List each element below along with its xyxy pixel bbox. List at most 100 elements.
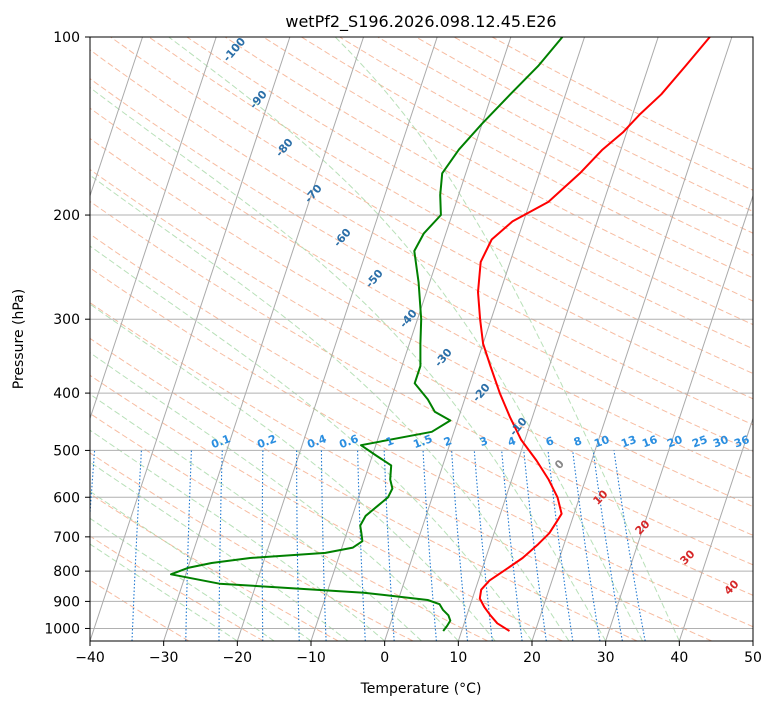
mixing-ratio-label: 20 (665, 433, 684, 451)
dry-adiabat (90, 579, 190, 641)
mixing-ratio-line (185, 450, 192, 641)
mixing-ratio-line (131, 450, 142, 641)
isotherm-label: -40 (397, 307, 420, 331)
chart-title: wetPf2_S196.2026.098.12.45.E26 (285, 12, 556, 32)
isotherms (90, 37, 753, 641)
y-tick-label: 600 (53, 490, 80, 506)
dry-adiabat (90, 78, 753, 452)
dry-adiabats (90, 37, 753, 641)
mixing-ratio-line (501, 450, 523, 641)
mixing-ratio-label: 8 (572, 434, 584, 449)
moist-adiabat (90, 86, 607, 641)
isotherm (752, 639, 753, 641)
isotherm-label: -60 (331, 226, 354, 250)
x-tick-label: 50 (744, 650, 762, 666)
mixing-ratio-label: 1 (384, 434, 396, 449)
x-tick-label: 40 (670, 650, 688, 666)
moist-adiabats (90, 37, 680, 641)
moist-adiabat (90, 543, 238, 641)
isotherm (90, 37, 144, 198)
y-tick-label: 800 (53, 564, 80, 580)
mixing-ratio-label: 0.2 (255, 432, 278, 451)
mixing-ratio-label: 2 (442, 434, 454, 449)
x-tick-label: 30 (597, 650, 615, 666)
mixing-ratio-line (90, 450, 96, 522)
dry-adiabat (90, 302, 712, 641)
isotherm (236, 37, 438, 641)
mixing-ratio-line (383, 450, 395, 641)
mixing-ratio-label: 6 (544, 434, 556, 449)
mixing-ratio-label: 0.6 (337, 432, 360, 451)
x-axis: −40 −30 −20 −10 0 10 20 30 40 50 (75, 641, 762, 666)
moist-adiabat (90, 393, 422, 641)
mixing-ratio-label: 30 (711, 433, 730, 451)
isotherm (605, 194, 753, 641)
dry-adiabat (262, 37, 753, 302)
y-tick-label: 300 (53, 312, 80, 328)
mixing-ratio-line (357, 450, 366, 641)
x-axis-label: Temperature (°C) (360, 681, 482, 697)
dry-adiabat-label: 10 (591, 487, 611, 507)
moist-adiabat (90, 461, 349, 641)
dry-adiabat (90, 137, 753, 508)
mixing-ratio-label: 16 (640, 433, 659, 451)
mixing-ratio-label: 25 (690, 433, 709, 450)
mixing-ratio-line (572, 450, 601, 641)
x-tick-label: 10 (449, 650, 467, 666)
isotherm-label: -50 (363, 267, 386, 291)
mixing-ratio-label: 0.1 (209, 432, 232, 451)
moist-adiabat (90, 490, 312, 641)
mixing-ratio-lines (90, 450, 646, 641)
mixing-ratio-line (547, 450, 574, 641)
dry-adiabat (90, 452, 414, 641)
isotherm-label: -30 (432, 346, 455, 370)
moist-adiabat (90, 245, 533, 641)
mixing-ratio-label: 4 (506, 434, 518, 449)
mixing-ratio-label: 10 (592, 433, 611, 451)
moist-adiabat (90, 174, 570, 641)
temperature-profile (477, 37, 711, 632)
mixing-ratio-label: 1.5 (411, 432, 434, 451)
y-tick-label: 700 (53, 530, 80, 546)
dry-adiabat (186, 37, 753, 350)
dry-adiabat-label: 30 (678, 547, 698, 567)
plot-frame (89, 36, 754, 642)
y-tick-label: 500 (53, 443, 80, 459)
dry-adiabat-label: 20 (633, 517, 653, 537)
dry-adiabat (90, 535, 264, 641)
profiles (170, 37, 711, 632)
dry-adiabat (90, 49, 753, 426)
moist-adiabat (90, 352, 459, 641)
mixing-ratio-line (422, 450, 437, 641)
dry-adiabat (90, 412, 488, 641)
moist-adiabat (334, 37, 680, 641)
dry-adiabat (415, 37, 753, 212)
y-tick-label: 1000 (44, 621, 80, 637)
x-tick-label: −20 (223, 650, 253, 666)
x-tick-label: −40 (75, 650, 105, 666)
mixing-ratio-line (296, 450, 300, 641)
isotherm (310, 37, 512, 641)
mixing-ratio-label: 36 (732, 433, 751, 451)
mixing-ratio-label: 0.4 (305, 432, 328, 451)
isotherm (90, 37, 291, 641)
mixing-ratio-line (592, 450, 623, 641)
isotherm (384, 37, 586, 641)
y-axis-label: Pressure (hPa) (11, 289, 27, 389)
mixing-ratio-line (473, 450, 493, 641)
dry-adiabat (453, 37, 753, 191)
dry-adiabat (148, 37, 753, 375)
mixing-ratio-line (451, 450, 469, 641)
dry-adiabat (90, 267, 753, 628)
x-tick-label: 20 (523, 650, 541, 666)
x-tick-label: −10 (296, 650, 326, 666)
dry-adiabat (90, 168, 753, 536)
mixing-ratio-label: 13 (619, 433, 638, 450)
dry-adiabat (301, 37, 753, 279)
dry-adiabat (110, 37, 753, 400)
moist-adiabat (90, 517, 275, 641)
mixing-ratio-line (320, 450, 327, 641)
isotherm-label: -80 (273, 136, 296, 160)
moist-adiabat (168, 37, 643, 641)
